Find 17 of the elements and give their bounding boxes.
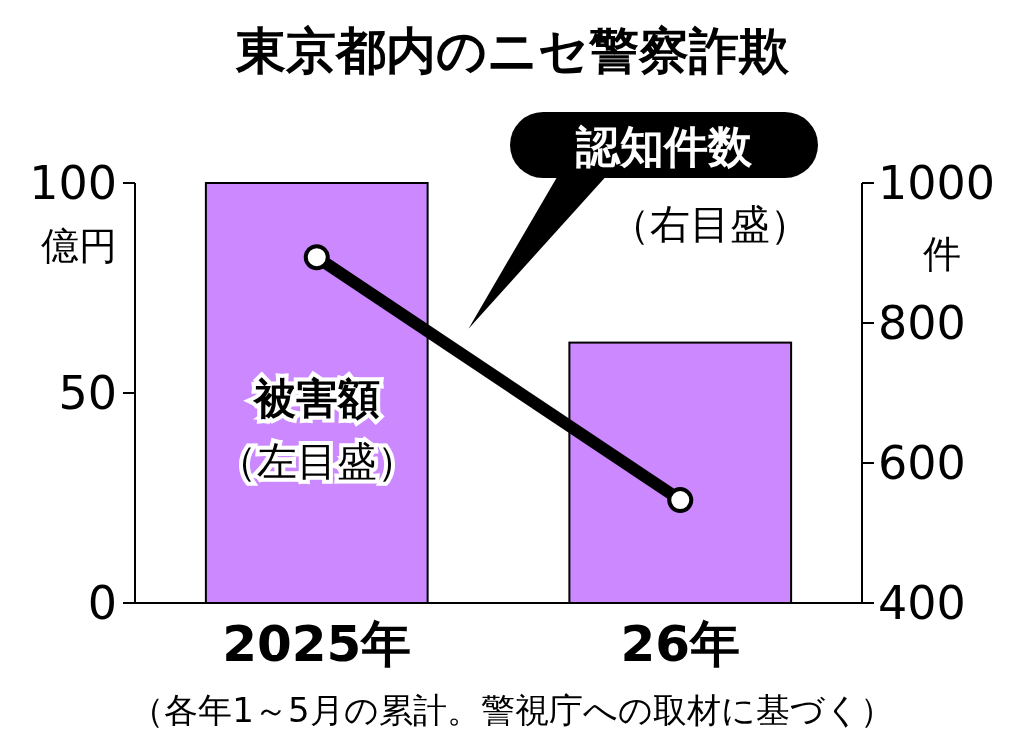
y2-tick-label: 1000	[878, 156, 996, 210]
annotation: （右目盛）	[610, 201, 810, 247]
y-tick-label: 100	[29, 156, 117, 210]
text: 認知件数	[575, 121, 753, 172]
y-axis-title: 億円	[41, 224, 117, 268]
y-tick-label: 0	[87, 576, 117, 630]
annotation: （左目盛）	[216, 438, 417, 484]
text: （各年1～5月の累計。警視庁への取材に基づく）	[130, 690, 894, 730]
x-tick-label: 2025年	[222, 615, 412, 673]
y2-axis-title: 件	[923, 232, 961, 276]
series-label: 被害額	[251, 374, 380, 423]
x-tick-label: 26年	[620, 615, 741, 673]
y2-tick-label: 400	[878, 576, 966, 630]
y2-tick-label: 800	[878, 296, 966, 350]
chart-title: 東京都内のニセ警察詐欺	[234, 22, 790, 80]
y-tick-label: 50	[58, 366, 117, 420]
y2-tick-label: 600	[878, 436, 966, 490]
